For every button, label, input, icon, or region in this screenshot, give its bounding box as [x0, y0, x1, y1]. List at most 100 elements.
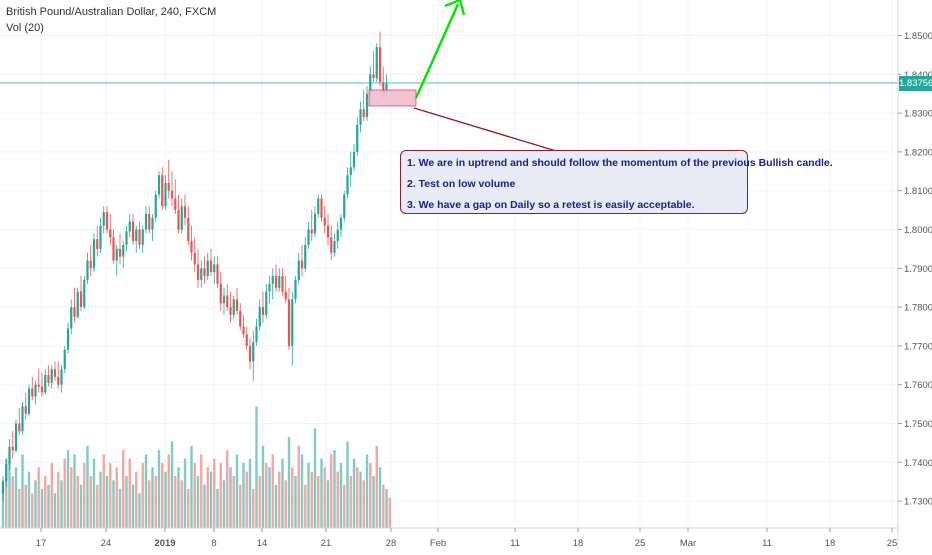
candle-body: [105, 212, 109, 230]
time-tick-label: 25: [635, 538, 646, 549]
candle-body: [310, 229, 313, 234]
volume-indicator-label: Vol (20): [6, 22, 44, 34]
volume-bar: [86, 445, 89, 528]
candle-body: [307, 229, 310, 246]
candle-body: [76, 291, 79, 317]
volume-bar: [92, 458, 96, 528]
time-tick-label: 11: [510, 538, 520, 549]
candle-body: [14, 423, 18, 451]
volume-bar: [60, 480, 63, 528]
candle-body: [141, 229, 144, 246]
candle-body: [47, 375, 50, 383]
candle-body: [24, 406, 27, 414]
candle-body: [365, 93, 369, 117]
time-axis[interactable]: 17 24 2019 8 14 21 28 Feb 11 18 25 Mar 11 18 25: [0, 527, 898, 549]
candle-body: [326, 225, 330, 238]
candle-body: [8, 446, 11, 465]
candle-body: [359, 109, 362, 125]
price-tick-label: 1.80000: [904, 225, 932, 236]
time-tick-label: 17: [36, 538, 47, 549]
candle-body: [323, 217, 326, 226]
candle-body: [122, 245, 125, 257]
volume-bar: [73, 454, 76, 528]
volume-bar: [27, 471, 31, 528]
volume-bar: [229, 467, 232, 528]
support-zone[interactable]: [368, 89, 417, 107]
candle-body: [37, 384, 40, 387]
time-tick-label: 11: [762, 538, 772, 549]
candle-body: [281, 276, 284, 292]
volume-bar: [385, 489, 388, 528]
candle-body: [177, 210, 180, 230]
candle-body: [385, 83, 388, 90]
analysis-note-box[interactable]: 1. We are in uptrend and should follow t…: [400, 150, 833, 214]
volume-bar: [8, 463, 11, 528]
volume-bar: [378, 467, 382, 528]
candle-body: [144, 213, 148, 230]
volume-bar: [388, 497, 391, 528]
volume-bar: [300, 454, 304, 528]
candle-body: [369, 74, 372, 94]
price-tick-label: 1.84000: [904, 70, 932, 81]
candle-body: [18, 423, 21, 432]
candle-body: [118, 248, 122, 257]
time-tick-label: 18: [825, 538, 836, 549]
target-arrow-head: [444, 0, 466, 16]
candle-body: [287, 299, 291, 346]
candle-body: [242, 326, 245, 335]
volume-bar: [83, 463, 86, 528]
volume-bar: [232, 476, 235, 528]
candle-body: [27, 388, 31, 414]
volume-bar: [219, 463, 222, 528]
volume-bar: [131, 484, 135, 528]
candle-body: [378, 47, 382, 83]
candle-body: [274, 276, 278, 288]
volume-bar: [333, 450, 336, 528]
volume-bar: [326, 480, 330, 528]
volume-bar: [339, 463, 343, 528]
candle-body: [248, 345, 252, 362]
candle-body: [209, 260, 213, 273]
price-tick-label: 1.78000: [904, 303, 932, 314]
volume-bar: [255, 406, 258, 528]
candle-body: [349, 167, 352, 176]
time-tick-label: 25: [887, 538, 898, 549]
volume-bar: [330, 454, 333, 528]
volume-bar: [157, 450, 161, 528]
candle-body: [382, 82, 385, 90]
candle-body: [284, 291, 287, 300]
candle-body: [222, 295, 226, 304]
candle-body: [245, 334, 248, 346]
volume-bar: [128, 458, 131, 528]
candle-body: [356, 124, 359, 152]
volume-bar: [317, 476, 320, 528]
volume-bar: [53, 493, 57, 528]
candle-body: [44, 375, 47, 393]
candle-body: [258, 307, 261, 327]
candle-body: [60, 369, 63, 385]
volume-bar: [369, 463, 372, 528]
candle-body: [203, 268, 206, 277]
candle-body: [57, 376, 60, 385]
volume-bar: [261, 445, 265, 528]
price-tick-label: 1.73000: [904, 497, 932, 508]
symbol-title: British Pound/Australian Dollar, 240, FX…: [6, 6, 217, 18]
volume-bar: [268, 467, 271, 528]
volume-bar: [284, 480, 287, 528]
volume-bars: [1, 406, 391, 528]
candle-body: [164, 182, 167, 207]
volume-bar: [265, 463, 268, 528]
candle-body: [167, 182, 170, 191]
volume-bar: [63, 458, 66, 528]
candle-body: [183, 206, 187, 218]
volume-bar: [278, 471, 281, 528]
candle-body: [21, 406, 24, 432]
note-line-1: 1. We are in uptrend and should follow t…: [407, 157, 833, 169]
price-axis[interactable]: 1.85000 1.84000 1.83000 1.82000 1.81000 1.800…: [897, 0, 932, 550]
volume-bar: [170, 441, 174, 528]
candles: [1, 31, 388, 502]
candle-body: [40, 386, 44, 393]
time-tick-label: 28: [386, 538, 397, 549]
